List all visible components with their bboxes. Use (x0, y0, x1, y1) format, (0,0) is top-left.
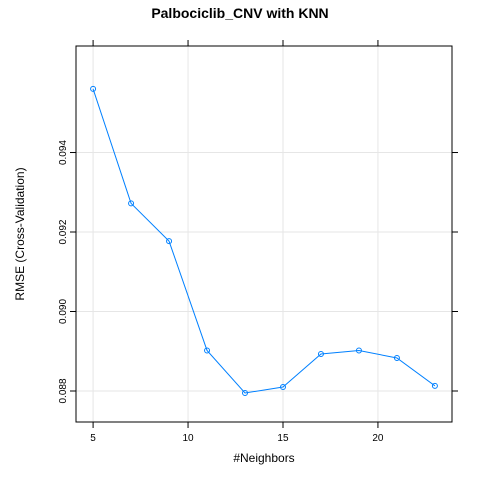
data-point (317, 351, 324, 358)
y-tick-label: 0.088 (58, 378, 69, 403)
y-tick-label: 0.090 (58, 299, 69, 324)
data-point (431, 382, 438, 389)
y-tick-label: 0.094 (58, 140, 69, 165)
x-tick-label: 20 (372, 433, 384, 444)
x-axis-label: #Neighbors (233, 451, 294, 465)
chart-title: Palbociclib_CNV with KNN (151, 5, 328, 21)
x-tick-label: 10 (182, 433, 194, 444)
data-point (279, 384, 286, 391)
data-point (393, 355, 400, 362)
data-point (355, 347, 362, 354)
data-point (204, 347, 211, 354)
y-tick-label: 0.092 (58, 219, 69, 244)
data-point (90, 85, 97, 92)
x-tick-label: 5 (90, 433, 96, 444)
axis-ticks: 5 10 15 20 0.088 0.090 0.092 0.094 (58, 40, 458, 444)
series-line (92, 88, 436, 394)
y-axis-label: RMSE (Cross-Validation) (13, 167, 27, 300)
grid (76, 46, 452, 422)
x-tick-label: 15 (277, 433, 289, 444)
data-point (128, 200, 135, 207)
data-point (242, 389, 249, 396)
series (90, 85, 438, 396)
plot-frame (75, 45, 453, 423)
data-point (166, 238, 173, 245)
